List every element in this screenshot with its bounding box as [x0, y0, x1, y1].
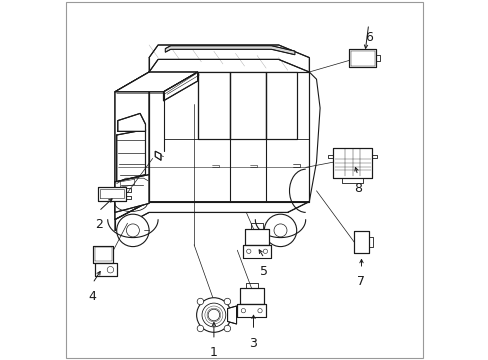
- Text: 7: 7: [357, 275, 365, 288]
- Circle shape: [224, 325, 230, 332]
- Circle shape: [224, 298, 230, 305]
- Circle shape: [246, 249, 250, 253]
- Text: 5: 5: [260, 265, 268, 278]
- Text: 4: 4: [88, 290, 96, 303]
- Polygon shape: [95, 263, 117, 276]
- Polygon shape: [115, 72, 149, 220]
- Polygon shape: [117, 130, 145, 182]
- Polygon shape: [243, 245, 271, 258]
- Polygon shape: [93, 246, 113, 263]
- Polygon shape: [348, 49, 375, 67]
- Circle shape: [197, 325, 203, 332]
- Polygon shape: [239, 288, 263, 304]
- Polygon shape: [149, 72, 309, 202]
- Polygon shape: [197, 72, 230, 139]
- Polygon shape: [149, 45, 309, 72]
- Polygon shape: [115, 202, 309, 230]
- Text: 6: 6: [364, 31, 372, 44]
- Polygon shape: [237, 304, 265, 317]
- Circle shape: [202, 303, 225, 327]
- Circle shape: [273, 224, 286, 237]
- Circle shape: [263, 249, 267, 253]
- Circle shape: [241, 309, 245, 313]
- Polygon shape: [118, 113, 145, 131]
- Polygon shape: [165, 46, 294, 55]
- Circle shape: [126, 224, 139, 237]
- Text: 1: 1: [209, 346, 217, 359]
- Polygon shape: [227, 306, 236, 324]
- Polygon shape: [354, 231, 368, 253]
- Polygon shape: [115, 72, 197, 92]
- Polygon shape: [163, 72, 197, 101]
- Polygon shape: [98, 187, 126, 201]
- Circle shape: [197, 298, 203, 305]
- Circle shape: [117, 214, 149, 247]
- Polygon shape: [115, 175, 149, 212]
- Polygon shape: [155, 151, 161, 160]
- Polygon shape: [244, 229, 268, 245]
- Circle shape: [257, 309, 262, 313]
- Polygon shape: [230, 72, 265, 139]
- Circle shape: [107, 266, 113, 273]
- Circle shape: [208, 309, 219, 321]
- Circle shape: [196, 298, 231, 332]
- Text: 2: 2: [95, 218, 102, 231]
- Polygon shape: [265, 72, 296, 139]
- Text: 8: 8: [353, 182, 361, 195]
- Polygon shape: [332, 148, 371, 178]
- Circle shape: [264, 214, 296, 247]
- Text: 3: 3: [249, 337, 257, 350]
